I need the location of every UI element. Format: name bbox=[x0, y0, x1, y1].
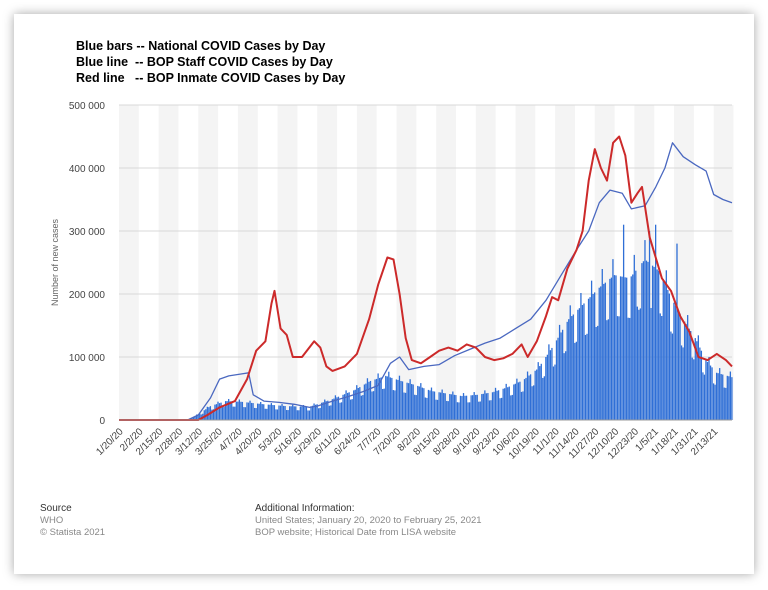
legend-line-bars: Blue bars -- National COVID Cases by Day bbox=[76, 39, 326, 53]
legend-line-staff: Blue line -- BOP Staff COVID Cases by Da… bbox=[76, 55, 333, 69]
info-block: Additional Information: United States; J… bbox=[255, 503, 482, 539]
chart-card bbox=[14, 14, 754, 574]
legend-text: Blue bars -- National COVID Cases by Day… bbox=[76, 38, 345, 86]
info-line: BOP website; Historical Date from LISA w… bbox=[255, 527, 456, 538]
source-line: © Statista 2021 bbox=[40, 527, 106, 538]
info-label: Additional Information: bbox=[255, 503, 355, 514]
source-line: WHO bbox=[40, 515, 64, 526]
info-line: United States; January 20, 2020 to Febru… bbox=[255, 515, 482, 526]
legend-line-inmate: Red line -- BOP Inmate COVID Cases by Da… bbox=[76, 71, 346, 85]
source-label: Source bbox=[40, 503, 72, 514]
source-block: Source WHO © Statista 2021 bbox=[40, 503, 105, 539]
